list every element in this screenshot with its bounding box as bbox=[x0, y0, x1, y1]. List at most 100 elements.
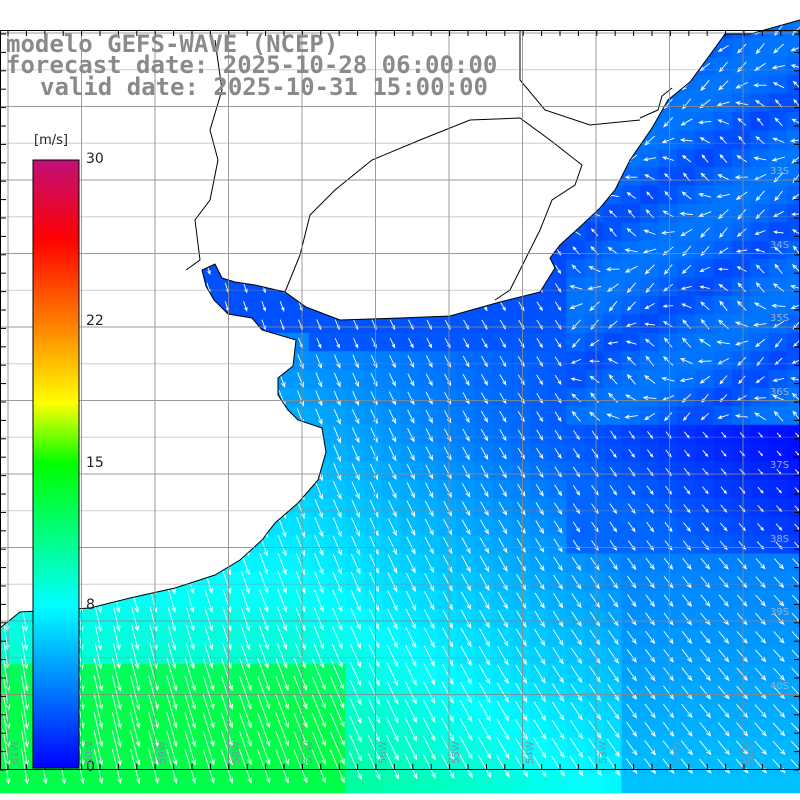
wind-arrow bbox=[737, 208, 747, 220]
wind-arrow bbox=[243, 190, 248, 202]
wind-speed-cell bbox=[750, 388, 770, 407]
wind-speed-cell bbox=[603, 259, 623, 279]
wind-arrow bbox=[463, 264, 469, 275]
wind-speed-cell bbox=[529, 130, 549, 150]
wind-speed-cell bbox=[216, 185, 236, 205]
wind-speed-cell bbox=[14, 480, 34, 499]
wind-speed-cell bbox=[456, 167, 475, 187]
wind-arrow bbox=[644, 99, 656, 108]
wind-arrow bbox=[681, 630, 693, 645]
wind-arrow bbox=[753, 302, 767, 310]
wind-speed-cell bbox=[106, 406, 126, 426]
wind-arrow bbox=[571, 80, 582, 90]
wind-arrow bbox=[21, 693, 29, 730]
wind-speed-cell bbox=[180, 240, 199, 260]
wind-arrow bbox=[590, 228, 599, 237]
wind-speed-cell bbox=[106, 314, 126, 334]
wind-speed-cell bbox=[750, 185, 770, 205]
wind-arrow bbox=[148, 657, 159, 692]
wind-arrow bbox=[423, 663, 436, 686]
wind-arrow bbox=[624, 248, 638, 253]
wind-arrow bbox=[644, 722, 656, 738]
wind-arrow bbox=[700, 594, 711, 607]
wind-speed-cell bbox=[768, 222, 788, 242]
wind-arrow bbox=[442, 627, 454, 648]
wind-speed-cell bbox=[456, 148, 475, 168]
wind-speed-cell bbox=[124, 424, 144, 444]
wind-arrow bbox=[278, 480, 287, 501]
wind-arrow bbox=[314, 553, 324, 575]
wind-arrow bbox=[702, 449, 709, 458]
wind-speed-cell bbox=[787, 700, 800, 720]
wind-arrow bbox=[644, 303, 655, 310]
wind-speed-cell bbox=[437, 130, 457, 150]
wind-speed-cell bbox=[180, 369, 199, 389]
wind-arrow bbox=[353, 301, 359, 312]
wind-arrow bbox=[315, 426, 323, 444]
wind-arrow bbox=[370, 445, 378, 462]
wind-arrow bbox=[206, 301, 211, 312]
wind-speed-cell bbox=[198, 535, 218, 555]
wind-speed-cell bbox=[621, 38, 641, 58]
wind-speed-cell bbox=[235, 167, 255, 187]
wind-arrow bbox=[279, 264, 285, 276]
wind-arrow bbox=[131, 498, 139, 520]
wind-arrow bbox=[333, 481, 342, 500]
wind-speed-cell bbox=[14, 351, 34, 371]
wind-speed-cell bbox=[88, 351, 107, 371]
wind-speed-cell bbox=[143, 204, 163, 223]
wind-speed-cell bbox=[787, 480, 800, 499]
wind-speed-cell bbox=[124, 774, 144, 794]
wind-arrow bbox=[313, 589, 324, 613]
wind-arrow bbox=[481, 191, 488, 201]
wind-arrow bbox=[406, 464, 415, 480]
wind-arrow bbox=[386, 644, 399, 668]
wind-arrow bbox=[626, 373, 636, 385]
wind-speed-cell bbox=[327, 112, 347, 131]
wind-arrow bbox=[774, 338, 783, 348]
wind-speed-cell bbox=[640, 130, 659, 150]
wind-speed-cell bbox=[124, 553, 144, 573]
wind-arrow bbox=[332, 553, 342, 575]
wind-arrow bbox=[754, 62, 766, 72]
wind-arrow bbox=[758, 432, 764, 438]
wind-speed-cell bbox=[640, 56, 659, 76]
wind-arrow bbox=[755, 136, 765, 145]
wind-speed-cell bbox=[345, 259, 365, 279]
wind-arrow bbox=[330, 658, 345, 691]
wind-speed-cell bbox=[732, 369, 751, 389]
wind-speed-cell bbox=[124, 388, 144, 407]
wind-arrow bbox=[645, 63, 655, 70]
wind-arrow bbox=[279, 117, 285, 128]
wind-arrow bbox=[532, 755, 547, 778]
wind-speed-cell bbox=[732, 167, 751, 187]
wind-arrow bbox=[186, 480, 194, 501]
wind-arrow bbox=[131, 516, 139, 539]
wind-arrow bbox=[205, 444, 213, 464]
wind-speed-cell bbox=[143, 498, 163, 518]
wind-speed-cell bbox=[492, 185, 512, 205]
wind-arrow bbox=[607, 648, 619, 664]
wind-arrow bbox=[350, 626, 361, 650]
wind-speed-cell bbox=[143, 240, 163, 260]
wind-arrow bbox=[496, 718, 510, 741]
wind-arrow bbox=[683, 504, 691, 514]
wind-arrow bbox=[555, 228, 562, 238]
wind-arrow bbox=[206, 135, 211, 147]
wind-speed-cell bbox=[437, 204, 457, 223]
wind-speed-cell bbox=[88, 167, 107, 187]
wind-arrow bbox=[719, 154, 728, 163]
wind-speed-cell bbox=[658, 222, 678, 242]
wind-arrow bbox=[204, 643, 214, 670]
latitude-label: 35S bbox=[770, 313, 790, 324]
wind-arrow bbox=[166, 712, 178, 748]
wind-speed-cell bbox=[106, 516, 126, 536]
wind-arrow bbox=[720, 522, 728, 532]
wind-speed-cell bbox=[732, 20, 751, 39]
wind-arrow bbox=[222, 534, 232, 557]
wind-arrow bbox=[332, 499, 342, 519]
wind-speed-cell bbox=[235, 130, 255, 150]
wind-speed-cell bbox=[327, 148, 347, 168]
wind-arrow bbox=[350, 589, 361, 612]
wind-arrow bbox=[133, 227, 138, 239]
